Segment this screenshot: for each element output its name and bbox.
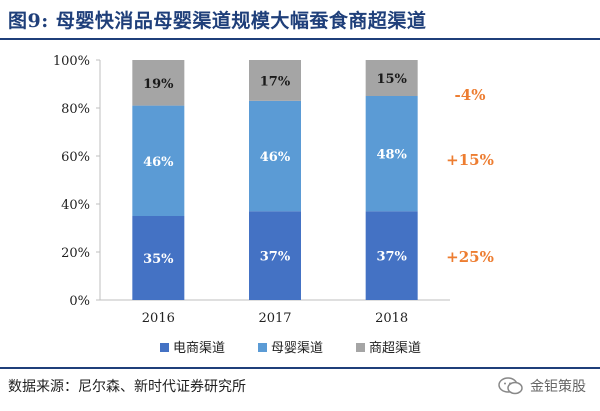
bar-data-label: 37% [260,250,291,265]
bar-data-label: 19% [143,77,174,92]
watermark: 金钜策股 [498,376,586,396]
x-tick-label: 2017 [258,311,291,326]
legend-swatch [258,343,267,352]
figure-source: 数据来源：尼尔森、新时代证券研究所 [8,379,246,395]
bar-data-label: 48% [376,148,407,163]
y-tick-label: 80% [61,102,90,117]
bar-segment [365,211,418,300]
y-tick-label: 20% [61,246,90,261]
legend-label: 商超渠道 [369,341,421,356]
bar-data-label: 46% [143,155,174,170]
x-tick-label: 2018 [375,311,408,326]
y-tick-label: 40% [61,198,90,213]
bar-segment [132,60,185,106]
bar-segment [365,60,418,96]
bar-segment [132,105,185,216]
change-annotation: +25% [446,248,494,266]
legend-label: 母婴渠道 [271,341,323,356]
legend-swatch [160,343,169,352]
bar-segment [365,96,418,212]
figure-title: 图9: 母婴快消品母婴渠道规模大幅蚕食商超渠道 [8,10,427,32]
bar-segment [132,216,185,300]
bar-data-label: 17% [260,74,291,89]
figure-header: 图9: 母婴快消品母婴渠道规模大幅蚕食商超渠道 [0,0,600,40]
legend-label: 电商渠道 [173,341,225,356]
bar-data-label: 15% [376,72,407,87]
stacked-bar-chart: 0% 20% 40% 60% 80% 100% 35% 46% 19% 2016 37% 46% 17%… [53,54,494,356]
y-tick-label: 60% [61,150,90,165]
x-tick-label: 2016 [142,311,175,326]
wechat-icon [498,377,523,395]
bottom-rule [0,367,600,369]
change-annotation: +15% [446,151,494,169]
bar-segment [249,211,301,300]
bar-data-label: 37% [376,250,407,265]
bar-segment [249,60,301,101]
watermark-text: 金钜策股 [530,379,586,395]
y-tick-label: 100% [53,54,90,69]
bar-data-label: 46% [260,150,291,165]
bar-data-label: 35% [143,252,174,267]
y-tick-label: 0% [69,294,90,309]
legend-swatch [356,343,365,352]
change-annotation: -4% [455,86,486,104]
bar-segment [249,100,301,212]
